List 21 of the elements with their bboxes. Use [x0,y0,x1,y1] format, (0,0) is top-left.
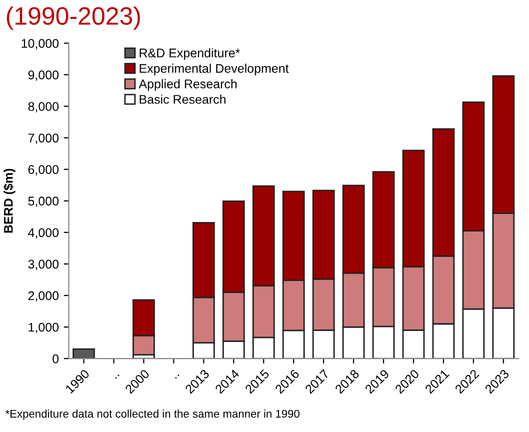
y-tick-label: 0 [52,354,59,364]
bar [72,348,95,359]
y-tick-label: 4,000 [28,228,59,239]
x-tick-label: .. [115,374,120,379]
text: *Expenditure data not collected in the same manner in 1990 [5,410,300,420]
y-axis-title: BERD ($m) [3,168,16,233]
legend-label: Applied Research [138,79,237,91]
y-tick-label: 9,000 [28,70,59,81]
y-tick-label: 8,000 [28,102,59,112]
y-tick-label: 2,000 [28,291,59,302]
y-tick-label: 5,000 [28,196,59,208]
legend-label: R&D Expenditure* [140,48,240,60]
y-tick-label: 6,000 [28,165,59,176]
y-tick-label: 3,000 [28,260,59,270]
x-tick-label: .. [175,374,180,379]
legend-label: Basic Research [140,94,226,104]
chart-title: (1990-2023) [6,6,140,30]
y-tick-label: 7,000 [28,134,59,144]
y-tick-label: 10,000 [22,39,59,50]
y-tick-label: 1,000 [28,322,59,334]
legend-label: Experimental Development [140,64,289,76]
